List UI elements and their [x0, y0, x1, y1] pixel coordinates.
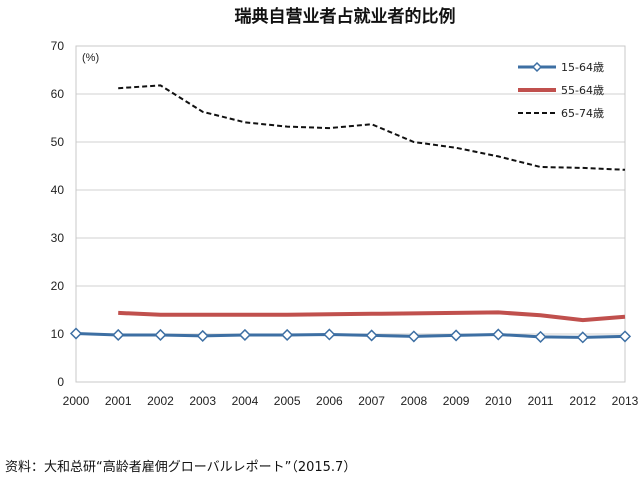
x-tick-label: 2011 — [528, 394, 554, 408]
x-tick-label: 2005 — [274, 394, 301, 408]
data-point — [534, 330, 547, 343]
y-tick-label: 10 — [51, 327, 65, 341]
x-tick-label: 2007 — [358, 394, 385, 408]
series-group — [69, 84, 632, 344]
data-point — [492, 328, 505, 341]
data-point — [576, 331, 589, 344]
x-tick-label: 2004 — [232, 394, 259, 408]
y-tick-label: 30 — [51, 231, 65, 245]
data-point — [450, 329, 463, 342]
data-point — [196, 329, 209, 342]
data-point — [154, 328, 167, 342]
y-tick-label: 60 — [51, 87, 65, 101]
x-axis: 2000 2001 2002 2003 2004 2005 2006 2007 2008 2009… — [63, 394, 639, 408]
x-tick-label: 2000 — [63, 394, 90, 408]
legend-marker — [531, 61, 543, 73]
data-point — [112, 328, 125, 342]
x-tick-label: 2002 — [147, 394, 174, 408]
legend-label: 65-74歳 — [561, 107, 604, 120]
data-point — [238, 328, 251, 342]
source-note: 资料：大和总研“高龄者雇佣グローバルレポート”（2015.7） — [5, 460, 357, 475]
series-line-65-74歳 — [118, 84, 626, 171]
data-point — [69, 327, 83, 340]
series-line-15-64歳 — [75, 332, 626, 339]
y-tick-label: 50 — [51, 135, 65, 149]
data-point — [323, 328, 336, 341]
y-tick-label: 40 — [51, 183, 65, 197]
y-tick-label: 20 — [51, 279, 65, 293]
chart-title: 瑞典自营业者占就业者的比例 — [235, 6, 456, 27]
data-point — [365, 329, 378, 342]
x-tick-label: 2013 — [612, 394, 639, 408]
x-tick-label: 2009 — [443, 394, 470, 408]
series-line-55-64歳 — [118, 310, 626, 323]
y-tick-label: 0 — [57, 375, 64, 389]
data-point — [407, 330, 420, 343]
y-axis: 0 10 20 30 40 50 60 70 — [51, 39, 65, 389]
x-tick-label: 2012 — [569, 394, 596, 408]
y-unit-label: (%) — [82, 52, 99, 64]
legend-label: 55-64歳 — [561, 84, 604, 97]
x-tick-label: 2003 — [189, 394, 216, 408]
x-tick-label: 2001 — [105, 394, 132, 408]
data-point — [281, 328, 294, 342]
x-tick-label: 2010 — [485, 394, 512, 408]
y-tick-label: 70 — [51, 39, 65, 53]
data-point — [618, 330, 632, 343]
x-tick-label: 2006 — [316, 394, 343, 408]
legend-label: 15-64歳 — [561, 61, 604, 74]
legend: 15-64歳 55-64歳 65-74歳 — [518, 61, 604, 120]
plot-area — [75, 45, 626, 383]
x-tick-label: 2008 — [400, 394, 427, 408]
